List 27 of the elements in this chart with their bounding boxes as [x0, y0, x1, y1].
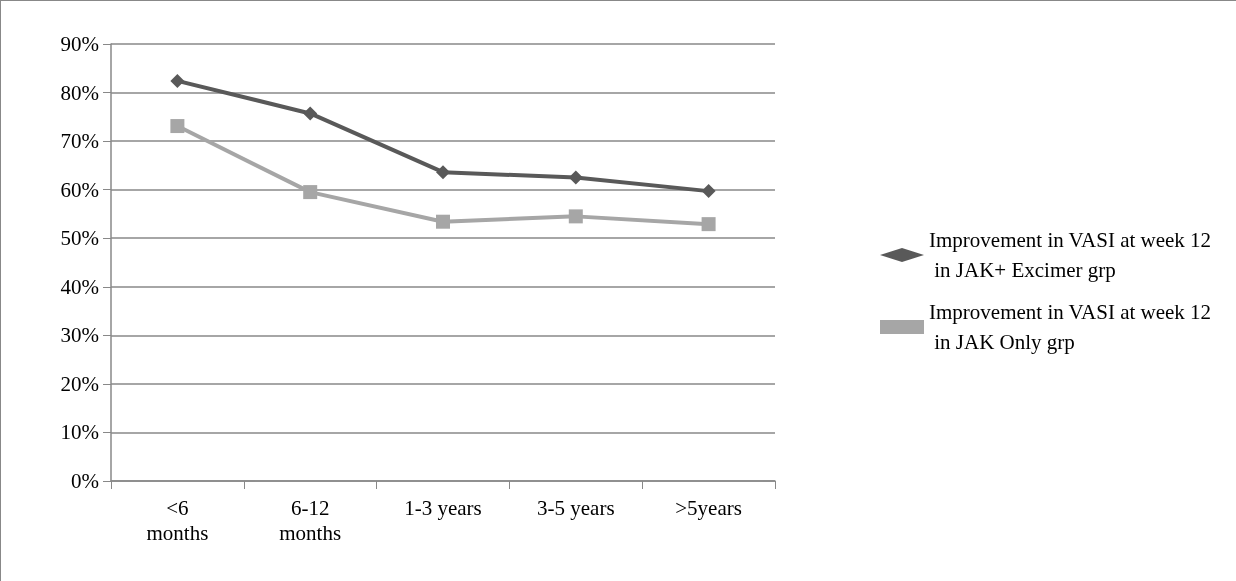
y-tick-label: 70% — [60, 129, 99, 154]
y-tick-label: 10% — [60, 420, 99, 445]
y-tick-label: 20% — [60, 371, 99, 396]
legend-label: Improvement in VASI at week 12 in JAK Only grp — [929, 300, 1212, 354]
legend-label: Improvement in VASI at week 12 in JAK+ Excimer grp — [929, 228, 1212, 282]
y-tick-label: 40% — [60, 274, 99, 299]
y-tick-label: 80% — [60, 80, 99, 105]
y-tick-label: 90% — [60, 32, 99, 56]
point — [170, 119, 185, 134]
y-tick-label: 0% — [71, 469, 99, 493]
point — [568, 209, 583, 224]
point — [303, 185, 318, 200]
y-tick-label: 50% — [60, 226, 99, 251]
point — [436, 214, 450, 229]
x-tick-label: 1-3 years — [404, 495, 482, 520]
x-tick-label: <6 months — [146, 495, 209, 545]
y-tick-label: 30% — [60, 323, 99, 348]
y-tick-label: 60% — [60, 177, 99, 202]
x-tick-label: 6-12 months — [279, 495, 342, 545]
point — [436, 165, 450, 180]
point — [568, 170, 583, 185]
point — [170, 73, 185, 88]
point — [701, 217, 716, 232]
point — [303, 106, 318, 121]
x-tick-label: >5years — [675, 495, 742, 520]
x-tick-label: 3-5 years — [537, 495, 615, 520]
point — [701, 184, 716, 199]
